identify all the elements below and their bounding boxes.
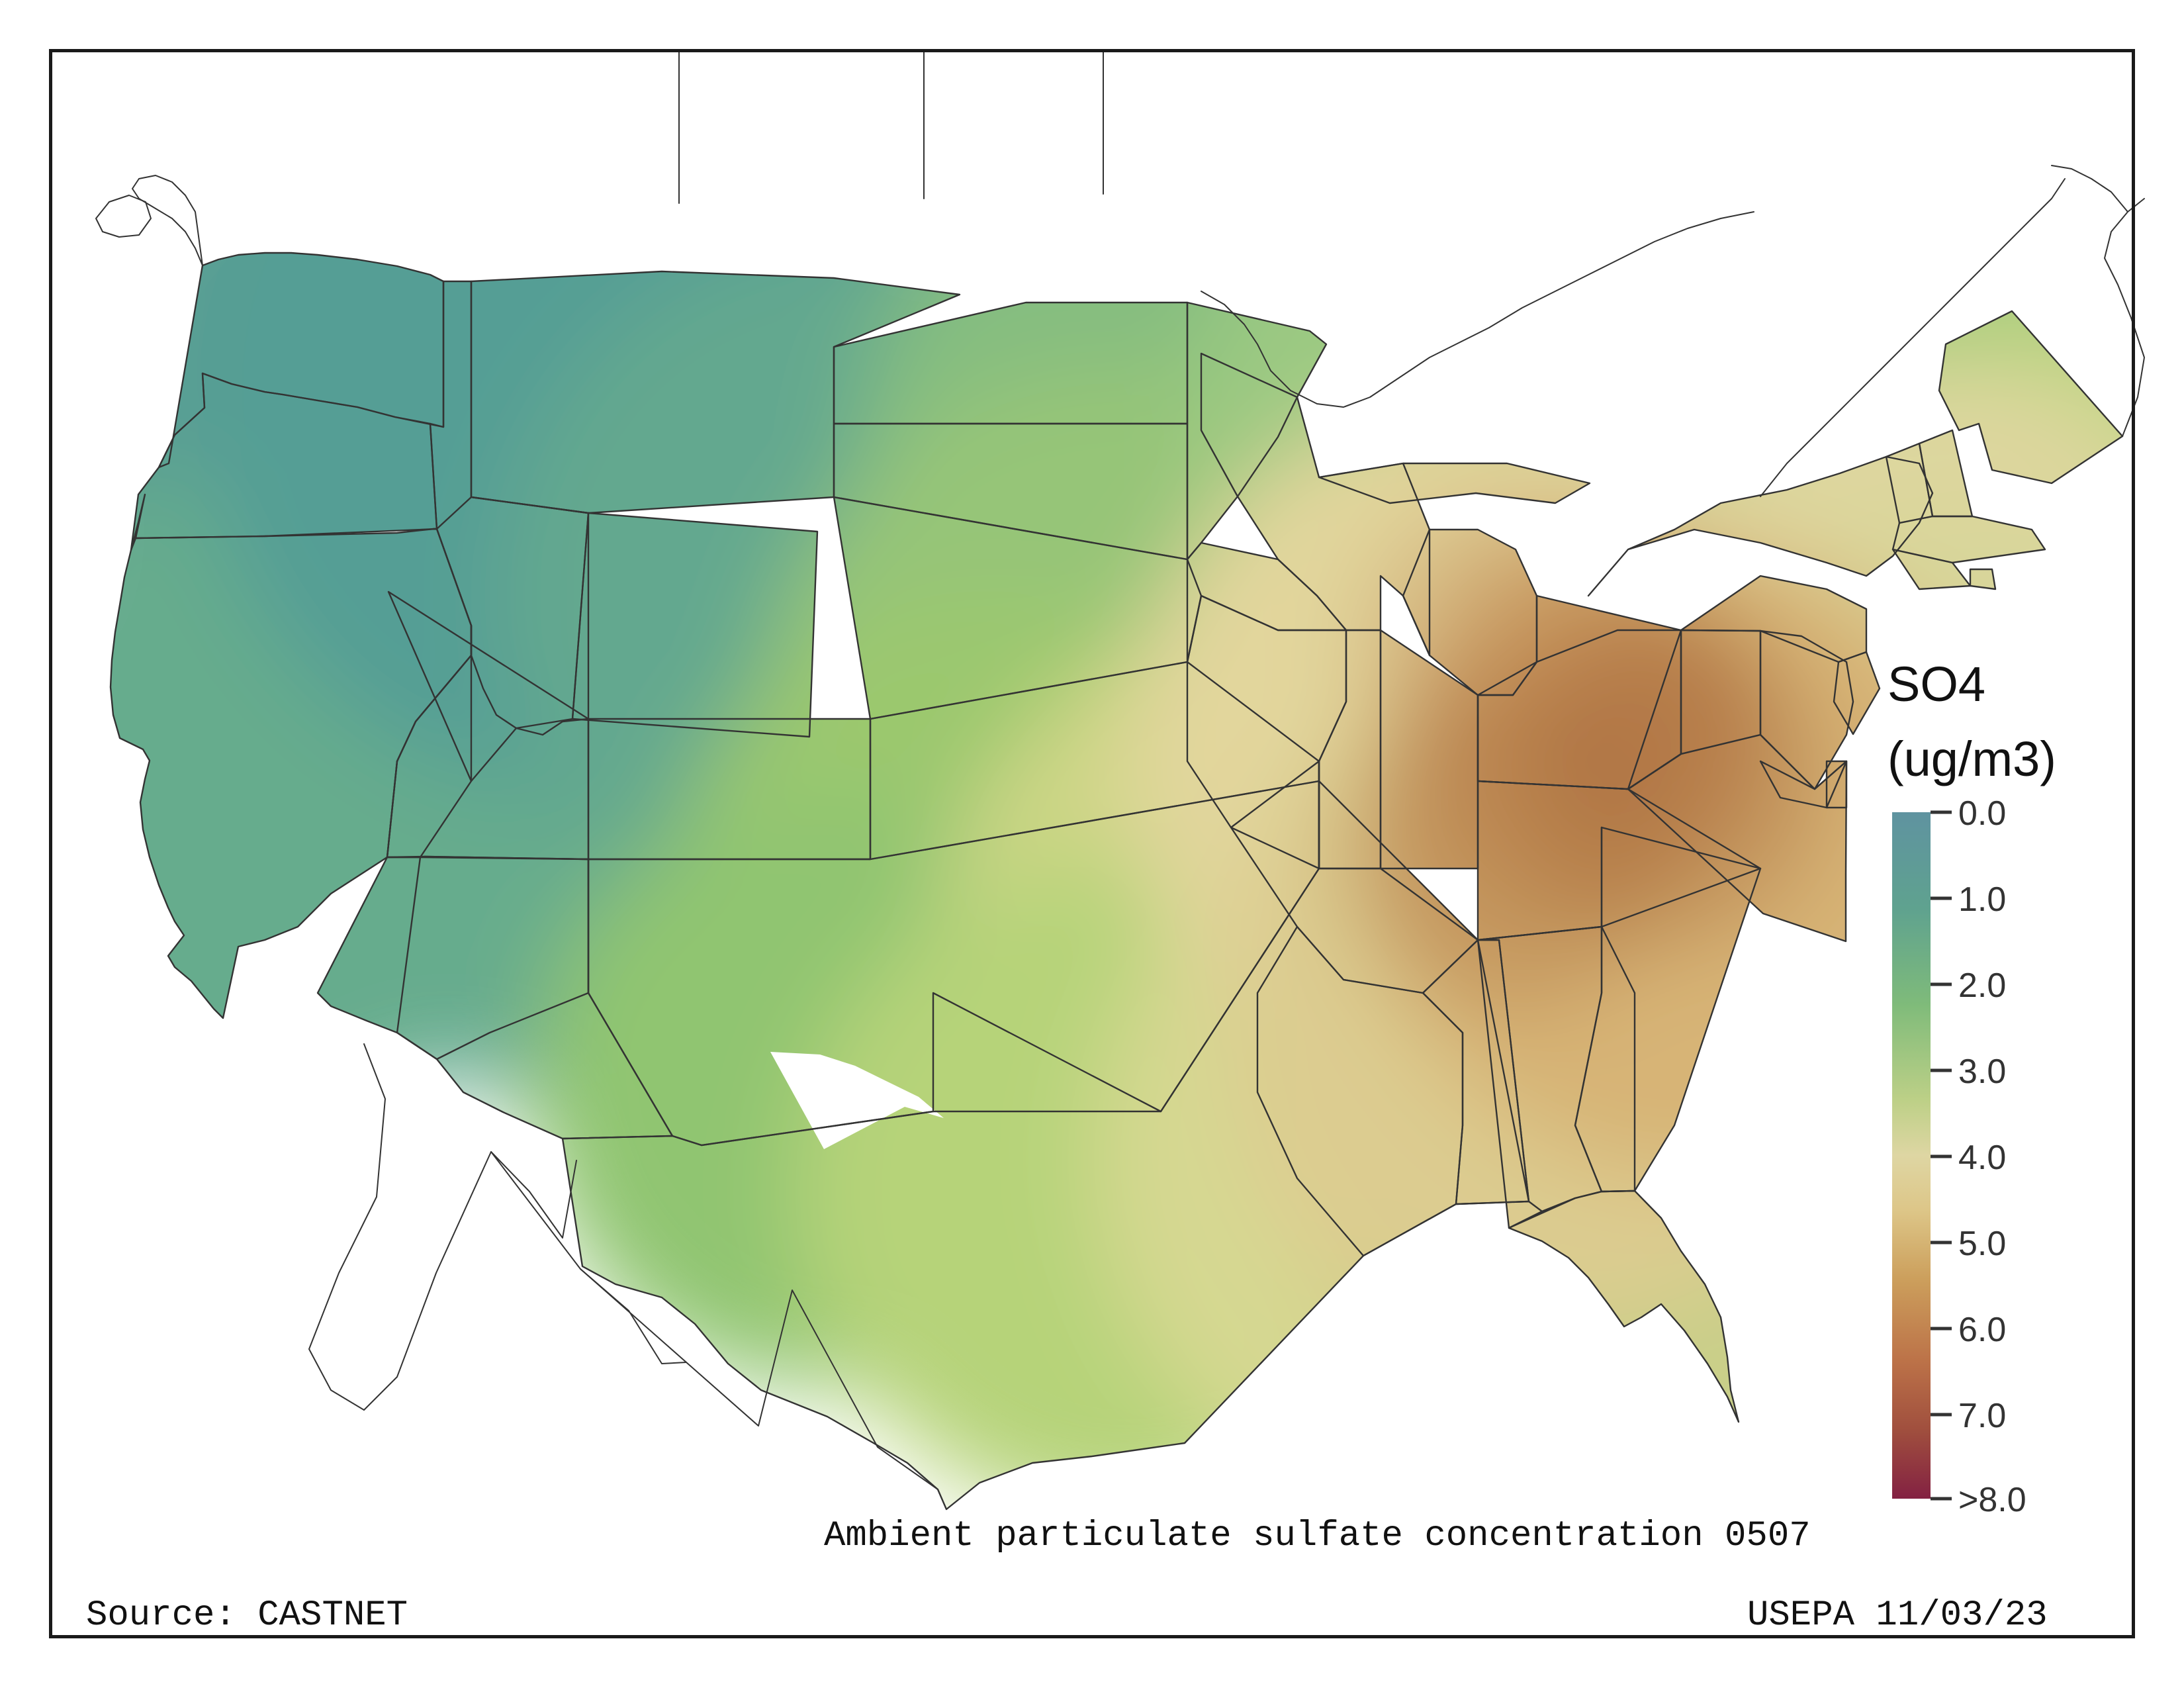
svg-text:1.0: 1.0 — [1958, 880, 2006, 919]
svg-text:2.0: 2.0 — [1958, 966, 2006, 1005]
svg-text:6.0: 6.0 — [1958, 1311, 2006, 1349]
svg-text:>8.0: >8.0 — [1958, 1481, 2026, 1519]
svg-text:3.0: 3.0 — [1958, 1053, 2006, 1091]
svg-text:7.0: 7.0 — [1958, 1397, 2006, 1435]
svg-text:4.0: 4.0 — [1958, 1139, 2006, 1177]
svg-text:5.0: 5.0 — [1958, 1225, 2006, 1263]
svg-text:0.0: 0.0 — [1958, 794, 2006, 833]
